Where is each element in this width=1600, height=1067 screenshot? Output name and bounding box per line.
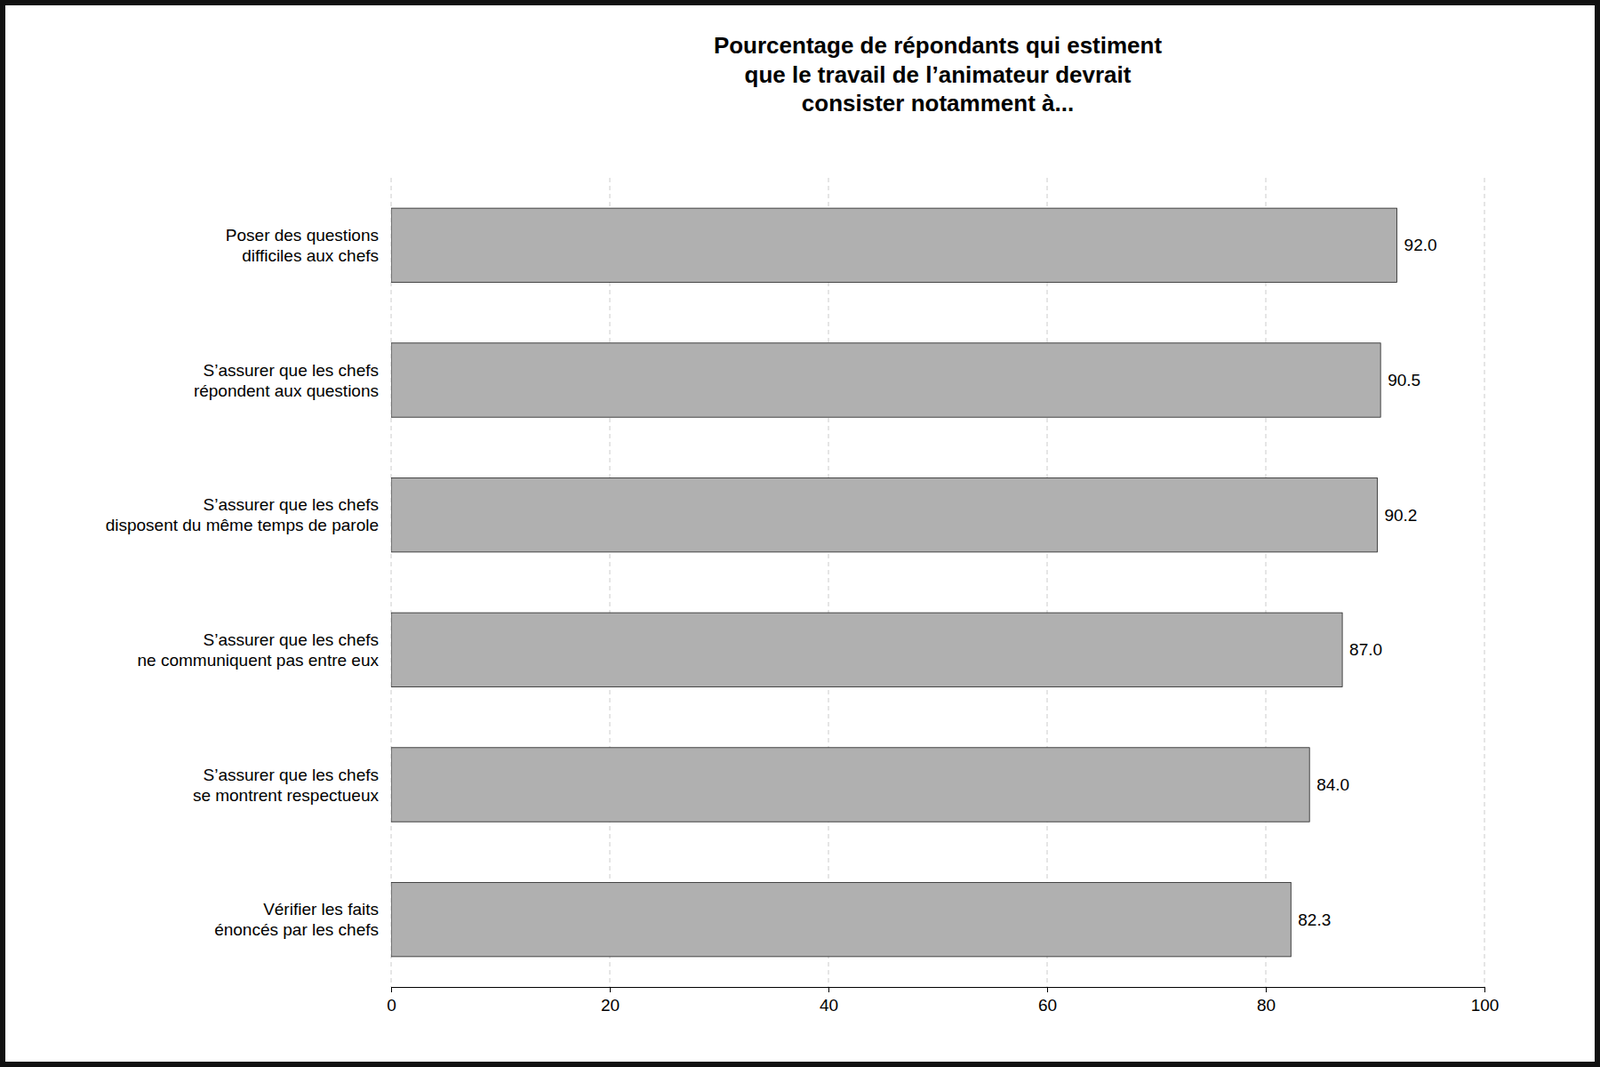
value-tick: 80 [1256,986,1276,1015]
category-axis: Vérifier les faitsénoncés par les chefs S… [105,178,392,988]
category-tick: S’assurer que les chefsdisposent du même… [105,495,379,535]
category-label-line: énoncés par les chefs [214,920,379,939]
tick-label: 80 [1256,995,1276,1015]
value-axis-line [392,987,1486,993]
category-tick: S’assurer que les chefsne communiquent p… [137,630,380,670]
category-label-line: difficiles aux chefs [241,246,379,265]
value-axis: 0 20 40 60 80 100 [386,986,1499,1015]
category-label-line: S’assurer que les chefs [203,495,380,514]
data-label: 87.0 [1349,640,1383,659]
data-label: 84.0 [1316,775,1350,794]
tick-label: 100 [1471,995,1500,1015]
category-label-line: S’assurer que les chefs [203,630,380,649]
grid-line [391,177,392,987]
category-label-line: S’assurer que les chefs [203,765,380,784]
category-label-line: Poser des questions [225,225,379,245]
category-label-line: ne communiquent pas entre eux [137,650,380,670]
bar [391,208,1398,282]
data-labels: 82.3 84.0 87.0 90.2 90.5 92.0 [1297,235,1437,928]
category-label-line: Vérifier les faits [263,899,379,919]
tick-label: 60 [1038,995,1057,1015]
bar [391,343,1381,417]
value-tick: 60 [1038,986,1057,1015]
value-tick: 100 [1471,986,1500,1015]
plot: 82.3 84.0 87.0 90.2 90.5 92.0 0 20 40 60 80 100 Véri… [105,177,1500,1015]
grid-line [609,177,611,987]
category-axis-line [391,178,392,988]
category-label-line: répondent aux questions [193,381,379,400]
grid [391,177,1485,987]
category-label: S’assurer que les chefsse montrent respe… [192,765,380,805]
bars [391,208,1398,957]
title-line: Pourcentage de répondants qui estiment [713,32,1163,59]
category-label: Vérifier les faitsénoncés par les chefs [214,899,379,939]
grid-line [828,177,830,987]
data-label: 92.0 [1404,235,1438,255]
tick-label: 0 [386,995,397,1015]
figure-frame [2,2,1598,1064]
data-label: 90.5 [1387,370,1421,390]
category-tick: S’assurer que les chefsrépondent aux que… [193,360,379,400]
value-tick: 20 [600,986,620,1015]
category-label: S’assurer que les chefsdisposent du même… [105,495,379,535]
chart: 82.3 84.0 87.0 90.2 90.5 92.0 0 20 40 60 80 100 Véri… [0,0,1600,1067]
bar [391,612,1343,687]
tick-mark [1265,986,1267,992]
tick-label: 40 [819,995,839,1015]
category-label-line: se montrent respectueux [192,785,380,805]
bar [391,477,1377,552]
title-line: consister notamment à... [801,89,1074,117]
bar [391,881,1291,956]
bar [391,747,1310,822]
category-label: S’assurer que les chefsne communiquent p… [137,630,380,670]
grid-line [1265,177,1267,987]
value-tick: 0 [386,986,397,1015]
category-label-line: S’assurer que les chefs [203,360,380,380]
data-label: 90.2 [1384,505,1417,525]
category-tick: Poser des questionsdifficiles aux chefs [225,225,379,265]
category-tick: S’assurer que les chefsse montrent respe… [192,765,380,805]
category-label: S’assurer que les chefsrépondent aux que… [193,360,379,400]
grid-line [1047,177,1048,987]
tick-mark [1047,986,1048,992]
category-tick: Vérifier les faitsénoncés par les chefs [214,899,379,939]
category-label: Poser des questionsdifficiles aux chefs [225,225,379,265]
grid-line [1484,177,1486,987]
value-tick: 40 [819,986,839,1015]
category-label-line: disposent du même temps de parole [105,515,379,535]
data-label: 82.3 [1297,910,1331,929]
tick-mark [391,986,392,992]
title-line: que le travail de l’animateur devrait [744,61,1132,88]
tick-mark [828,986,830,992]
tick-mark [1484,986,1486,992]
tick-mark [609,986,611,992]
title: Pourcentage de répondants qui estimentqu… [713,32,1163,117]
tick-label: 20 [600,995,620,1015]
